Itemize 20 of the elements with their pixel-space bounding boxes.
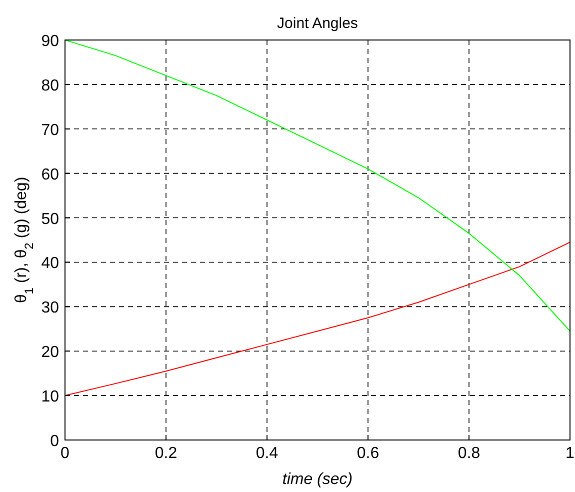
x-tick-label: 0.6 bbox=[356, 445, 380, 462]
x-axis-title: time (sec) bbox=[282, 471, 353, 488]
y-tick-label: 40 bbox=[41, 255, 60, 272]
line-series bbox=[65, 242, 570, 396]
x-tick-label: 0.8 bbox=[458, 445, 480, 462]
y-tick-label: 60 bbox=[41, 166, 60, 184]
y-tick-label: 50 bbox=[41, 210, 60, 228]
x-tick-label: 0.2 bbox=[154, 445, 178, 462]
x-tick-label: 0.4 bbox=[256, 445, 278, 462]
y-tick-label: 90 bbox=[41, 33, 60, 50]
x-tick-label: 0 bbox=[60, 445, 70, 462]
y-tick-label: 10 bbox=[41, 388, 60, 406]
y-tick-label: 80 bbox=[41, 77, 60, 94]
x-tick-label: 1 bbox=[566, 445, 575, 462]
chart-title: Joint Angles bbox=[277, 15, 358, 32]
y-tick-label: 30 bbox=[41, 300, 60, 317]
y-tick-label: 0 bbox=[50, 433, 60, 450]
y-tick-label: 70 bbox=[41, 122, 60, 139]
line-series bbox=[65, 40, 570, 332]
y-tick-label: 20 bbox=[41, 344, 60, 362]
